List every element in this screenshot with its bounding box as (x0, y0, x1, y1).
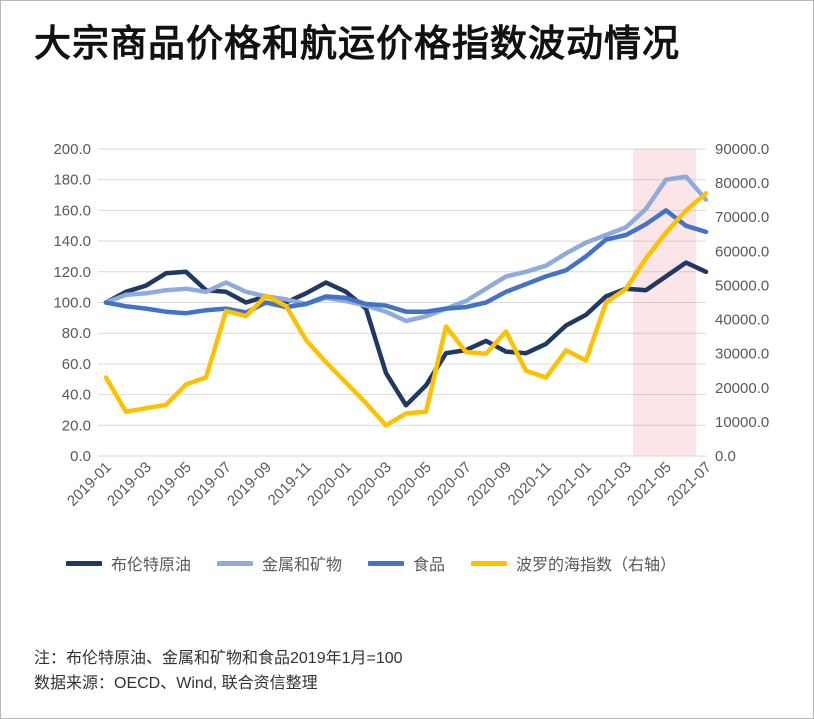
legend-label: 布伦特原油 (110, 557, 191, 574)
legend-item-metals: 金属和矿物 (216, 551, 342, 575)
series-line-0 (103, 260, 709, 408)
right-axis-tick-label: 40000.0 (715, 312, 769, 329)
left-axis-tick-label: 40.0 (62, 387, 91, 404)
series-lines (103, 174, 709, 428)
note-line-1: 注：布伦特原油、金属和矿物和食品2019年1月=100 (34, 650, 403, 667)
right-axis-tick-label: 80000.0 (715, 175, 769, 192)
legend-item-baltic: 波罗的海指数（右轴） (471, 551, 676, 575)
series-line-1 (103, 174, 709, 324)
left-axis-tick-label: 180.0 (53, 172, 91, 189)
right-axis-tick-label: 90000.0 (715, 141, 769, 158)
x-axis-labels: 2019-012019-032019-052019-072019-092019-… (64, 459, 715, 510)
series-line-3 (103, 191, 709, 428)
left-axis-tick-label: 200.0 (53, 141, 91, 158)
x-axis-tick-label: 2020-09 (464, 459, 515, 510)
legend-line-swatch (368, 560, 404, 566)
left-axis-tick-label: 140.0 (53, 233, 91, 250)
legend-line-swatch (216, 560, 253, 566)
legend-item-food: 食品 (368, 551, 445, 575)
chart-legend: 布伦特原油 金属和矿物 食品 波罗的海指数（右轴） (1, 551, 741, 575)
x-axis-tick-label: 2021-07 (664, 459, 715, 510)
left-axis-tick-label: 160.0 (53, 202, 91, 219)
gridlines (98, 148, 706, 457)
left-axis-tick-label: 20.0 (62, 417, 91, 434)
line-chart: 0.0 20.0 40.0 60.0 80.0 100.0 120.0 140.0 160.0 1… (53, 141, 769, 510)
series-line-2 (103, 208, 709, 316)
left-axis-tick-label: 100.0 (53, 295, 91, 312)
right-axis-tick-label: 10000.0 (715, 414, 769, 431)
left-axis-labels: 0.0 20.0 40.0 60.0 80.0 100.0 120.0 140.0 160.0 1… (53, 141, 91, 465)
legend-item-brent: 布伦特原油 (65, 551, 191, 575)
chart-title: 大宗商品价格和航运价格指数波动情况 (34, 23, 680, 64)
right-axis-tick-label: 0.0 (715, 448, 736, 465)
left-axis-tick-label: 80.0 (62, 325, 91, 342)
left-axis-tick-label: 120.0 (53, 264, 91, 281)
right-axis-tick-label: 60000.0 (715, 243, 769, 260)
legend-label: 金属和矿物 (261, 557, 342, 574)
right-axis-tick-label: 70000.0 (715, 209, 769, 226)
right-axis-tick-label: 50000.0 (715, 277, 769, 294)
left-axis-tick-label: 0.0 (70, 448, 91, 465)
legend-line-swatch (65, 560, 102, 566)
x-axis-tick-label: 2019-09 (224, 459, 275, 510)
left-axis-tick-label: 60.0 (62, 356, 91, 373)
right-axis-tick-label: 30000.0 (715, 346, 769, 363)
legend-label: 食品 (413, 557, 446, 574)
chart-notes: 注：布伦特原油、金属和矿物和食品2019年1月=100 数据来源：OECD、Wi… (34, 646, 403, 696)
legend-label: 波罗的海指数（右轴） (516, 557, 677, 574)
note-line-2: 数据来源：OECD、Wind, 联合资信整理 (34, 675, 318, 692)
legend-line-swatch (471, 560, 508, 566)
highlight-band (633, 149, 696, 456)
right-axis-tick-label: 20000.0 (715, 380, 769, 397)
right-axis-labels: 0.0 10000.0 20000.0 30000.0 40000.0 50000.0 60… (715, 141, 769, 465)
